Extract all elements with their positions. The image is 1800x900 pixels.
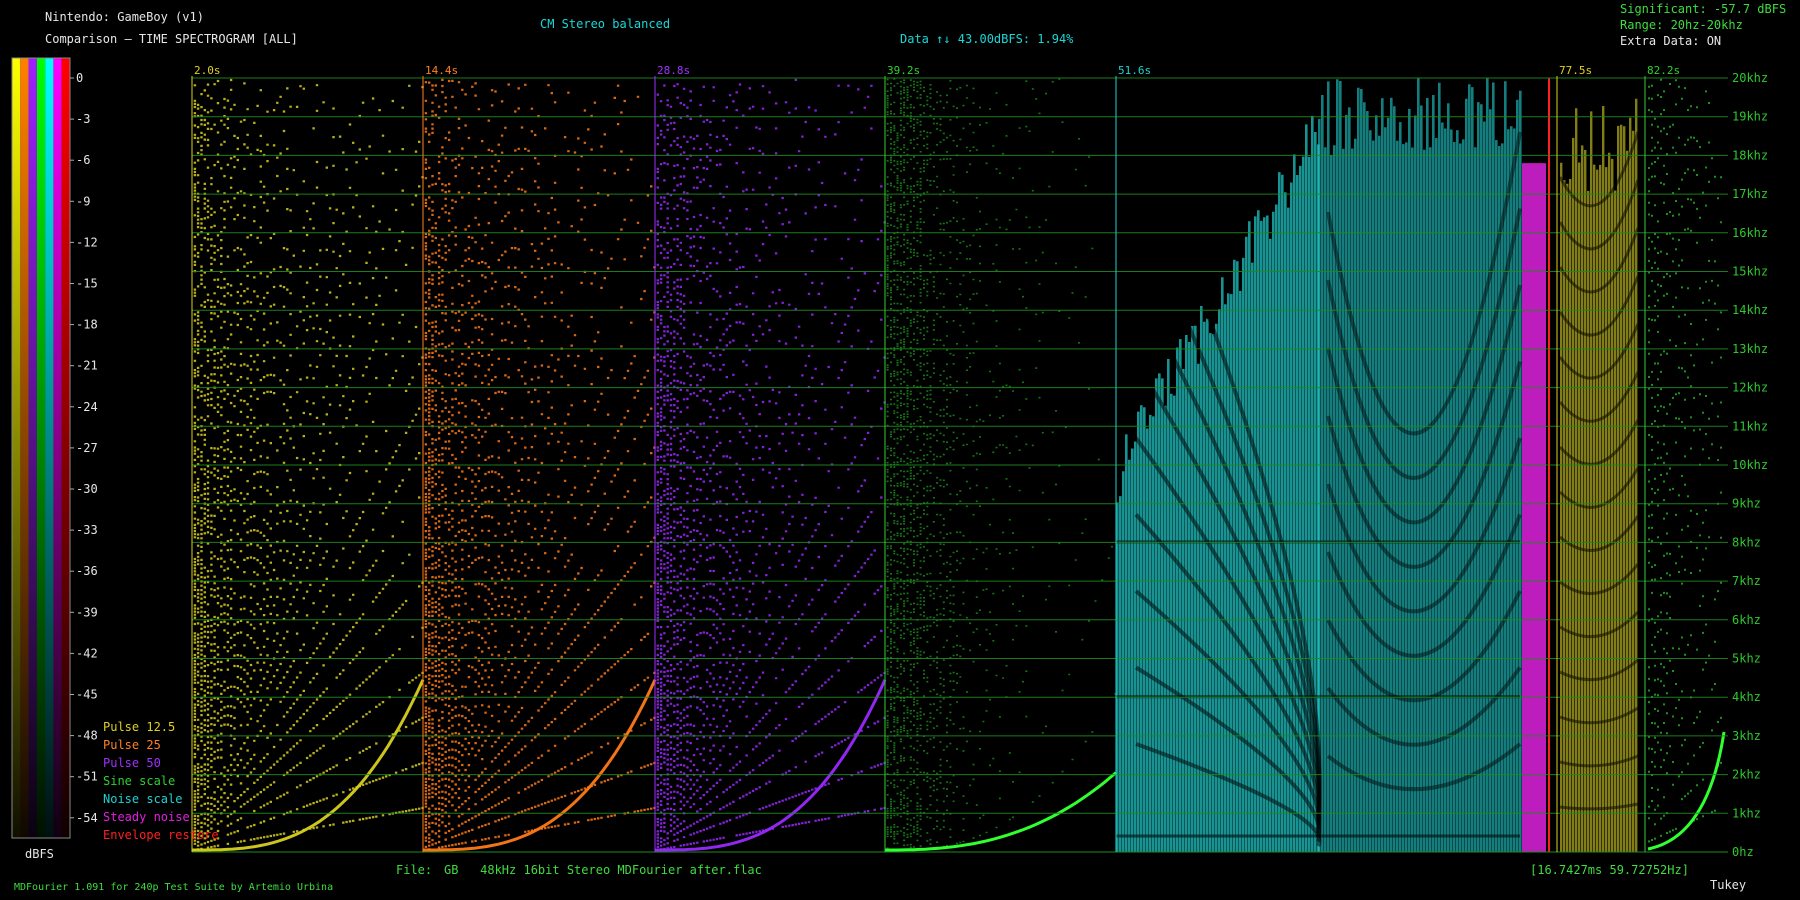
pulse-block-2 (1558, 98, 1640, 853)
freq-tick-label: 15khz (1732, 265, 1768, 279)
colorbar-tick-label: -48 (76, 729, 98, 743)
freq-tick-label: 9khz (1732, 497, 1761, 511)
data-info-label: Data ↑↓ 43.00dBFS: 1.94% (900, 32, 1074, 46)
freq-tick-label: 7khz (1732, 574, 1761, 588)
range-label: Range: 20hz-20khz (1620, 18, 1743, 32)
file-name: GB 48kHz 16bit Stereo MDFourier after.fl… (444, 863, 762, 877)
frequency-axis: 0hz 1khz 2khz 3khz 4khz 5khz 6khz 7khz 8khz 9khz 1… (1732, 71, 1768, 859)
freq-tick-label: 5khz (1732, 652, 1761, 666)
colorbar-tick-label: -24 (76, 400, 98, 414)
colorbar-tick-label: -12 (76, 235, 98, 249)
file-label: File: (396, 863, 433, 877)
colorbar-tick-label: -9 (76, 194, 90, 208)
timing-label: [16.7427ms 59.72752Hz] (1530, 863, 1689, 877)
colorbar-ticks: 0 -3 -6 -9 -12 -15 -18 -21 -24 -27 -30 -33 -36 -39 -42… (70, 71, 98, 825)
colorbar-tick-label: -45 (76, 688, 98, 702)
freq-tick-label: 4khz (1732, 690, 1761, 704)
window-label: Tukey (1710, 878, 1747, 892)
fundamental-curve (655, 679, 887, 852)
colorbar-tick-label: -36 (76, 564, 98, 578)
colorbar-tick-label: -33 (76, 523, 98, 537)
colorbar (11, 57, 71, 839)
sine-sweep (885, 78, 1117, 852)
freq-tick-label: 14khz (1732, 303, 1768, 317)
fundamental-curve (423, 679, 657, 852)
colorbar-tick-label: -42 (76, 646, 98, 660)
freq-tick-label: 17khz (1732, 187, 1768, 201)
freq-tick-label: 13khz (1732, 342, 1768, 356)
segment-time-label: 51.6s (1118, 64, 1151, 77)
freq-tick-label: 8khz (1732, 535, 1761, 549)
balance-label: CM Stereo balanced (540, 17, 671, 31)
colorbar-band (12, 58, 21, 838)
freq-tick-label: 11khz (1732, 419, 1768, 433)
colorbar-band (20, 58, 29, 838)
sine-fundamental (885, 771, 1117, 852)
extra-data-label: Extra Data: ON (1620, 34, 1722, 48)
segment-time-label: 82.2s (1647, 64, 1680, 77)
legend-item: Pulse 12.5 (103, 720, 176, 734)
colorbar-tick-label: -39 (76, 605, 98, 619)
harmonic-pattern (192, 78, 425, 852)
colorbar-tick-label: -6 (76, 153, 90, 167)
colorbar-tick-label: -21 (76, 359, 98, 373)
colorbar-tick-label: -27 (76, 441, 98, 455)
freq-tick-label: 2khz (1732, 768, 1761, 782)
colorbar-tick-label: -51 (76, 770, 98, 784)
colorbar-band (45, 58, 54, 838)
colorbar-band (61, 58, 70, 838)
legend-item: Sine scale (103, 774, 176, 788)
colorbar-band (36, 58, 46, 838)
colorbar-unit: dBFS (25, 847, 54, 861)
harmonic-pattern (423, 78, 657, 852)
colorbar-tick-label: -18 (76, 318, 98, 332)
significant-label: Significant: -57.7 dBFS (1620, 2, 1787, 16)
segment-markers: 2.0s 14.4s 28.8s 39.2s 51.6s 77.5s 82.2s (191, 64, 1680, 852)
freq-tick-label: 19khz (1732, 110, 1768, 124)
colorbar-band (28, 58, 37, 838)
colorbar-tick-label: -30 (76, 482, 98, 496)
legend-item: Pulse 25 (103, 738, 161, 752)
segment-time-label: 77.5s (1559, 64, 1592, 77)
segment-time-label: 28.8s (657, 64, 690, 77)
freq-tick-label: 1khz (1732, 806, 1761, 820)
freq-tick-label: 6khz (1732, 613, 1761, 627)
colorbar-tick-label: -15 (76, 277, 98, 291)
segment-time-label: 39.2s (887, 64, 920, 77)
freq-tick-label: 0hz (1732, 845, 1754, 859)
steady-noise-column (1522, 163, 1546, 852)
fundamental-curve (192, 679, 425, 852)
legend-item: Pulse 50 (103, 756, 161, 770)
colorbar-tick-label: -54 (76, 811, 98, 825)
credit-label: MDFourier 1.091 for 240p Test Suite by A… (14, 882, 334, 893)
segment-time-label: 14.4s (425, 64, 458, 77)
freq-tick-label: 10khz (1732, 458, 1768, 472)
colorbar-tick-label: 0 (76, 71, 83, 85)
freq-tick-label: 16khz (1732, 226, 1768, 240)
freq-tick-label: 18khz (1732, 148, 1768, 162)
mode-title: Comparison — TIME SPECTROGRAM [ALL] (45, 32, 298, 46)
legend-item: Envelope restore (103, 828, 219, 842)
freq-tick-label: 20khz (1732, 71, 1768, 85)
legend-item: Noise scale (103, 792, 183, 806)
colorbar-band (53, 58, 62, 838)
freq-tick-label: 12khz (1732, 381, 1768, 395)
system-title: Nintendo: GameBoy (v1) (45, 10, 204, 24)
grid-lines (192, 77, 1728, 853)
segment-time-label: 2.0s (194, 64, 221, 77)
legend-item: Steady noise (103, 810, 190, 824)
colorbar-tick-label: -3 (76, 112, 90, 126)
freq-tick-label: 3khz (1732, 729, 1761, 743)
harmonic-pattern (655, 78, 887, 852)
